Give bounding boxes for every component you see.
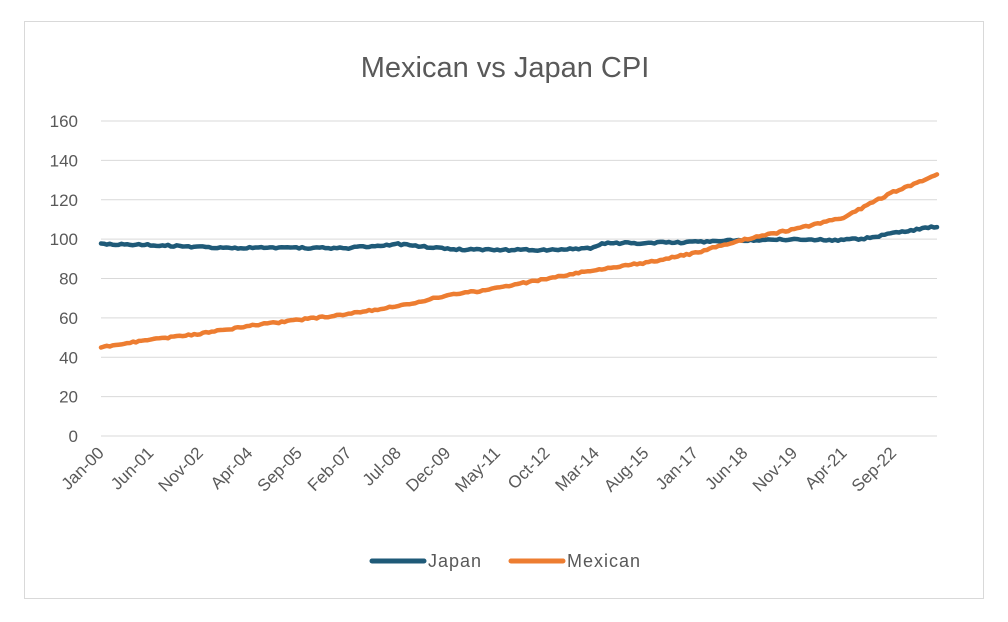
- legend-label-mexican: Mexican: [567, 551, 641, 571]
- x-tick-label: Aug-15: [600, 443, 652, 495]
- y-axis-ticks: 0 20 40 60 80 100 120 140 160: [50, 112, 78, 446]
- legend-label-japan: Japan: [428, 551, 482, 571]
- x-tick-label: Oct-12: [504, 443, 554, 493]
- x-tick-label: Jun-18: [701, 443, 751, 493]
- series-lines: [98, 172, 940, 350]
- series-line-japan: [98, 224, 940, 254]
- y-tick-label: 60: [59, 309, 78, 328]
- x-tick-label: Mar-14: [552, 443, 604, 495]
- y-tick-label: 20: [59, 388, 78, 407]
- x-tick-label: Jan-00: [58, 443, 108, 493]
- chart-title: Mexican vs Japan CPI: [361, 52, 650, 84]
- y-tick-label: 120: [50, 191, 78, 210]
- series-line-mexican: [98, 172, 940, 350]
- x-tick-label: Dec-09: [402, 443, 454, 495]
- x-tick-label: Jun-01: [107, 443, 157, 493]
- y-tick-label: 100: [50, 230, 78, 249]
- x-tick-label: Feb-07: [304, 443, 356, 495]
- y-tick-label: 80: [59, 270, 78, 289]
- x-tick-label: Apr-21: [801, 443, 851, 493]
- x-tick-label: Jul-08: [359, 443, 405, 489]
- legend: Japan Mexican: [369, 551, 641, 571]
- x-tick-label: Sep-22: [848, 443, 900, 495]
- gridlines: [101, 120, 937, 437]
- y-tick-label: 40: [59, 348, 78, 367]
- x-tick-label: Jan-17: [652, 443, 702, 493]
- y-tick-label: 140: [50, 151, 78, 170]
- x-tick-label: Sep-05: [254, 443, 306, 495]
- y-tick-label: 0: [69, 427, 78, 446]
- x-tick-label: May-11: [451, 443, 504, 496]
- y-tick-label: 160: [50, 112, 78, 131]
- x-tick-label: Apr-04: [207, 443, 257, 493]
- chart-frame: [24, 21, 984, 599]
- x-tick-label: Nov-02: [155, 443, 207, 495]
- x-tick-label: Nov-19: [749, 443, 801, 495]
